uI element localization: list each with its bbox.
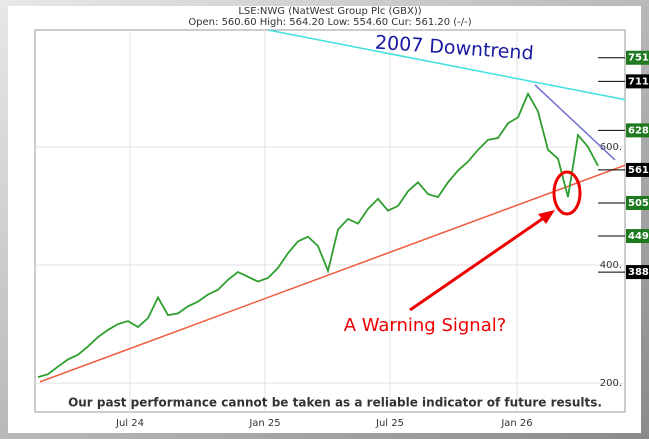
level-label: 505. [628, 198, 649, 209]
level-label: 751. [628, 53, 649, 64]
x-tick-label: Jul 25 [375, 418, 404, 429]
level-box [626, 162, 649, 177]
y-tick-label: 200. [600, 378, 622, 389]
chart-subtitle: Open: 560.60 High: 564.20 Low: 554.60 Cu… [188, 17, 471, 28]
level-box [626, 265, 649, 280]
level-label: 561. [628, 165, 649, 176]
plot-layer: 200. 400. 600. Jul 24 Jan 25 Jul 25 Jan 26 [35, 29, 626, 429]
y-tick-label: 600. [600, 142, 622, 153]
x-tick-label: Jul 24 [115, 418, 144, 429]
level-box [626, 123, 649, 138]
annotation: A Warning Signal? [344, 315, 507, 336]
arrow-shaft [409, 213, 549, 312]
level-label: 628. [628, 125, 649, 136]
arrow-head [538, 210, 555, 224]
level-label: 388. [628, 267, 649, 278]
level-box [626, 50, 649, 65]
level-label: 449. [628, 231, 649, 242]
price-line [37, 91, 599, 379]
trendline [267, 29, 626, 101]
level-box [626, 195, 649, 210]
plot-area [34, 29, 626, 413]
x-tick-label: Jan 26 [500, 418, 532, 429]
highlight-circle [552, 170, 582, 216]
x-tick-label: Jan 25 [248, 418, 280, 429]
level-label: 711. [628, 76, 649, 87]
chart-title: LSE:NWG (NatWest Group Plc (GBX)) [238, 6, 421, 17]
trendline [39, 164, 626, 383]
trendline [534, 84, 616, 161]
disclaimer: Our past performance cannot be taken as … [68, 396, 602, 410]
level-box [626, 229, 649, 244]
level-box [626, 74, 649, 89]
y-tick-label: 400. [600, 260, 622, 271]
